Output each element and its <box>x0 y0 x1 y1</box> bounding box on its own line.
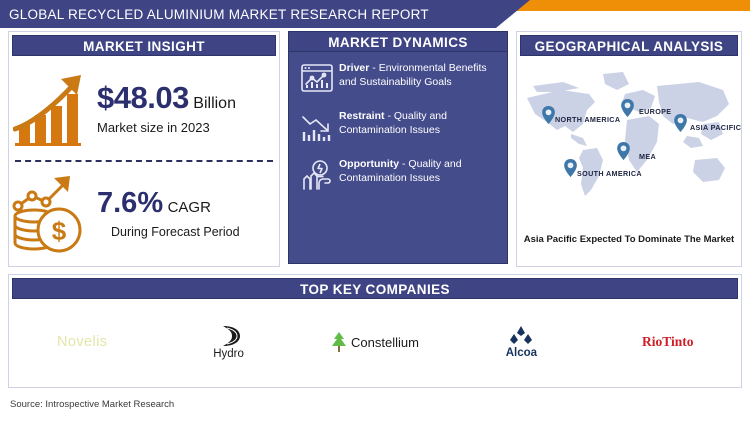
market-insight-header: MARKET INSIGHT <box>12 35 276 56</box>
lightbulb-hand-icon <box>295 157 339 193</box>
hydro-logo: Hydro <box>213 347 244 360</box>
dynamics-item-restraint: Restraint - Quality and Contamination Is… <box>295 109 501 145</box>
geo-label-north-america: NORTH AMERICA <box>555 115 621 124</box>
geo-label-asia-pacific: ASIA PACIFIC <box>690 123 742 132</box>
company-hydro[interactable]: Hydro <box>160 312 298 372</box>
report-banner: GLOBAL RECYCLED ALUMINIUM MARKET RESEARC… <box>0 0 750 28</box>
geo-label-south-america: SOUTH AMERICA <box>577 169 642 178</box>
cagr-text: 7.6% CAGR During Forecast Period <box>97 189 279 240</box>
dynamics-item-driver: Driver - Environmental Benefits and Sust… <box>295 61 501 97</box>
insight-divider <box>15 160 273 162</box>
cagr-caption: During Forecast Period <box>111 225 240 239</box>
svg-text:$: $ <box>52 216 67 246</box>
dynamics-driver-label: Driver <box>339 62 370 74</box>
market-size-value: $48.03 <box>97 79 189 115</box>
geo-footnote: Asia Pacific Expected To Dominate The Ma… <box>523 234 735 245</box>
geographical-analysis-panel: GEOGRAPHICAL ANALYSIS <box>516 31 742 267</box>
dynamics-item-opportunity: Opportunity - Quality and Contamination … <box>295 157 501 193</box>
dynamics-opportunity-body: Quality and Contamination Issues <box>339 158 462 184</box>
constellium-logo: Constellium <box>351 334 419 350</box>
map-pin-icon-asia-pacific[interactable] <box>674 114 687 132</box>
declining-bar-chart-icon <box>295 109 339 145</box>
constellium-logo-mark <box>332 332 346 352</box>
alcoa-logo: Alcoa <box>505 346 538 359</box>
market-dynamics-header: MARKET DYNAMICS <box>288 31 508 52</box>
dynamics-restraint-body: Quality and Contamination Issues <box>339 110 447 136</box>
company-alcoa[interactable]: Alcoa <box>452 312 590 372</box>
market-size-unit: Billion <box>193 94 236 112</box>
world-map-shape <box>527 72 729 196</box>
dynamics-opportunity-text: Opportunity - Quality and Contamination … <box>339 157 501 185</box>
alcoa-logo-mark <box>510 325 533 344</box>
page-title: GLOBAL RECYCLED ALUMINIUM MARKET RESEARC… <box>9 6 429 22</box>
dynamics-opportunity-dash: - <box>402 158 406 170</box>
geo-label-europe: EUROPE <box>639 107 672 116</box>
geographical-analysis-header: GEOGRAPHICAL ANALYSIS <box>520 35 738 56</box>
company-novelis[interactable]: Novelis <box>13 312 151 372</box>
market-size-row: $48.03 Billion Market size in 2023 <box>9 62 279 154</box>
map-pin-icon-south-america[interactable] <box>564 159 577 177</box>
map-pin-icon-mea[interactable] <box>617 142 630 160</box>
cagr-value-line: 7.6% CAGR <box>97 189 279 218</box>
bar-chart-growth-icon <box>9 69 97 147</box>
cagr-value: 7.6% <box>97 187 164 219</box>
cagr-unit: CAGR <box>167 199 211 216</box>
world-map: NORTH AMERICA EUROPE ASIA PACIFIC MEA SO… <box>517 58 741 238</box>
top-key-companies-header: TOP KEY COMPANIES <box>12 278 738 299</box>
riotinto-logo: RioTinto <box>641 334 694 349</box>
dashboard-chart-icon <box>295 61 339 97</box>
market-insight-panel: MARKET INSIGHT $48.0 <box>8 31 280 267</box>
market-size-value-line: $48.03 Billion <box>97 82 279 113</box>
map-pin-icon-europe[interactable] <box>621 99 634 117</box>
dynamics-restraint-dash: - <box>387 110 391 122</box>
coins-dollar-growth-icon: $ <box>9 172 97 256</box>
dynamics-restraint-label: Restraint <box>339 110 385 122</box>
company-constellium[interactable]: Constellium <box>306 312 444 372</box>
dynamics-opportunity-label: Opportunity <box>339 158 400 170</box>
dynamics-driver-text: Driver - Environmental Benefits and Sust… <box>339 61 501 89</box>
constellium-lockup: Constellium <box>331 331 419 353</box>
geo-label-mea: MEA <box>639 152 657 161</box>
novelis-logo: Novelis <box>57 334 108 350</box>
market-dynamics-panel: MARKET DYNAMICS Driver <box>288 31 508 267</box>
top-key-companies-panel: TOP KEY COMPANIES Novelis Hydro Constell… <box>8 274 742 388</box>
company-riotinto[interactable]: RioTinto <box>599 312 737 372</box>
market-insight-body: $48.03 Billion Market size in 2023 $ <box>9 56 279 266</box>
market-size-caption: Market size in 2023 <box>97 119 210 135</box>
dynamics-restraint-text: Restraint - Quality and Contamination Is… <box>339 109 501 137</box>
cagr-row: $ 7.6% CAGR During Forec <box>9 166 279 262</box>
source-note: Source: Introspective Market Research <box>10 399 175 410</box>
banner-accent-bar <box>450 0 750 11</box>
banner-navy-shape: GLOBAL RECYCLED ALUMINIUM MARKET RESEARC… <box>0 0 530 28</box>
dynamics-driver-body: Environmental Benefits and Sustainabilit… <box>339 62 487 88</box>
dynamics-driver-dash: - <box>372 62 376 74</box>
hydro-logo-mark <box>222 325 240 346</box>
map-pin-icon-north-america[interactable] <box>542 106 555 124</box>
market-dynamics-body: Driver - Environmental Benefits and Sust… <box>288 52 508 264</box>
market-size-text: $48.03 Billion Market size in 2023 <box>97 82 279 135</box>
company-logo-row: Novelis Hydro Constellium <box>9 299 741 385</box>
